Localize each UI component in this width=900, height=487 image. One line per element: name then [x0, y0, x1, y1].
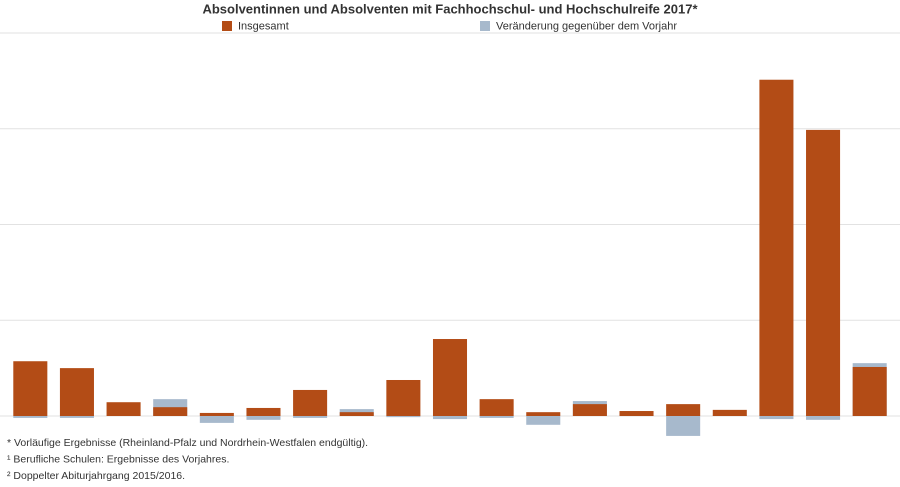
bar [712, 409, 747, 416]
bar [246, 407, 281, 416]
bar [339, 412, 374, 416]
legend: Insgesamt Veränderung gegenüber dem Vorja… [222, 20, 677, 32]
legend-label: Veränderung gegenüber dem Vorjahr [496, 20, 677, 32]
bar [106, 402, 141, 416]
footnote: ² Doppelter Abiturjahrgang 2015/2016. [7, 470, 185, 482]
bar [526, 412, 561, 416]
bar [199, 416, 234, 423]
bar [246, 416, 281, 420]
bar [526, 416, 561, 425]
bar [153, 407, 188, 416]
bar [666, 404, 701, 416]
bar [432, 339, 468, 416]
footnote: ¹ Berufliche Schulen: Ergebnisse des Vor… [7, 453, 229, 465]
bar [479, 399, 514, 416]
legend-label: Insgesamt [238, 20, 289, 32]
chart-title: Absolventinnen und Absolventen mit Fachh… [202, 1, 698, 16]
bar [199, 412, 234, 416]
plot [0, 32, 900, 436]
bar [386, 416, 421, 418]
bar [806, 129, 841, 417]
bar [59, 368, 94, 416]
legend-swatch [480, 21, 490, 31]
bar [619, 411, 654, 416]
bar [666, 416, 701, 436]
footnotes: * Vorläufige Ergebnisse (Rheinland-Pfalz… [7, 437, 368, 482]
bar [386, 379, 421, 416]
bar [432, 416, 468, 420]
legend-swatch [222, 21, 232, 31]
bar [572, 404, 607, 416]
bar [806, 416, 841, 420]
bar [59, 416, 94, 418]
bar [293, 389, 328, 416]
bar [479, 416, 514, 418]
bar [759, 416, 794, 420]
footnote: * Vorläufige Ergebnisse (Rheinland-Pfalz… [7, 437, 368, 449]
bar [293, 416, 328, 418]
bar [13, 361, 48, 416]
bar [13, 416, 48, 418]
bar [759, 79, 794, 416]
bar [852, 366, 887, 416]
